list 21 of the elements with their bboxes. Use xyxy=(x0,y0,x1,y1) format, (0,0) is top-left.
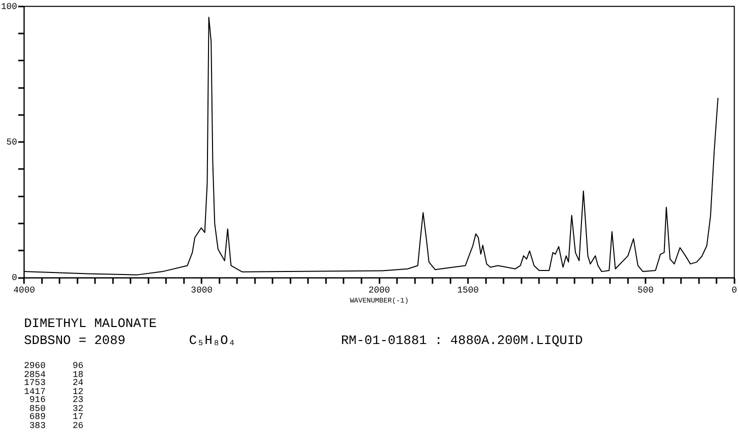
x-tick-label: 1500 xyxy=(457,286,479,296)
text: SDBSNO = 2089 xyxy=(24,333,126,348)
text: 689 17 xyxy=(28,412,84,422)
x-tick-label: 2000 xyxy=(368,286,390,296)
y-tick-label: 0 xyxy=(12,273,18,284)
text: 383 26 xyxy=(28,420,84,430)
x-tick-label: 0 xyxy=(732,286,738,296)
x-tick-label: 4000 xyxy=(13,286,36,296)
text: 916 23 xyxy=(28,395,84,405)
text: 1753 24 xyxy=(24,378,84,388)
text: 850 32 xyxy=(28,404,84,414)
text: DIMETHYL MALONATE xyxy=(24,316,157,331)
x-tick-label: 500 xyxy=(637,286,654,296)
y-tick-label: 50 xyxy=(6,137,18,148)
text: 2960 96 xyxy=(24,361,84,371)
text: 1417 12 xyxy=(24,386,84,396)
y-tick-label: 100 xyxy=(1,2,18,12)
text: RM-01-01881 : 4880A.200M.LIQUID xyxy=(341,333,583,348)
text: 2854 18 xyxy=(24,370,84,380)
text: C₅H₈O₄ xyxy=(189,333,237,348)
x-tick-label: 3000 xyxy=(190,286,213,296)
